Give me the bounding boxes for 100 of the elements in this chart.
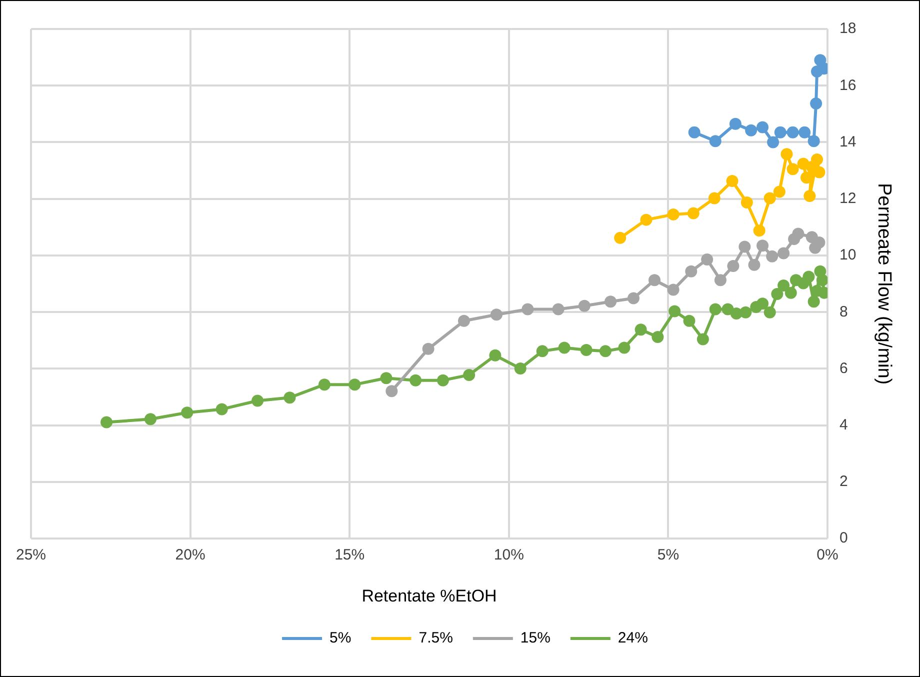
point: [668, 305, 681, 318]
y-tick-label: 14: [840, 133, 856, 150]
point: [709, 135, 722, 148]
point: [318, 378, 330, 391]
point: [709, 303, 722, 316]
point: [614, 232, 626, 244]
point: [422, 342, 434, 355]
point: [771, 288, 784, 300]
point: [753, 224, 766, 237]
point: [701, 253, 714, 266]
point: [786, 163, 799, 176]
point: [740, 196, 753, 209]
point: [514, 362, 526, 374]
point: [688, 126, 700, 138]
x-axis-title: Retentate %EtOH: [362, 586, 497, 606]
y-tick-label: 4: [840, 416, 848, 434]
x-tick-label: 15%: [334, 546, 365, 564]
x-tick-label: 20%: [175, 546, 206, 564]
point: [558, 342, 570, 354]
point: [784, 286, 797, 299]
point: [410, 374, 422, 386]
point: [284, 392, 296, 404]
point: [738, 240, 751, 253]
point: [708, 192, 720, 204]
y-tick-label: 12: [840, 190, 856, 208]
point: [729, 118, 742, 130]
point: [380, 372, 392, 384]
point: [748, 258, 760, 271]
point: [727, 260, 740, 272]
point: [348, 378, 361, 391]
point: [648, 274, 661, 286]
point: [100, 416, 113, 428]
point: [181, 406, 194, 419]
point: [463, 368, 476, 381]
point: [756, 298, 769, 310]
legend-label: 15%: [520, 630, 550, 647]
x-tick-label: 5%: [657, 546, 680, 564]
point: [764, 306, 776, 318]
point: [144, 413, 156, 426]
point: [756, 121, 769, 134]
point: [458, 314, 470, 327]
point: [802, 270, 815, 283]
point: [490, 308, 502, 321]
point: [726, 175, 738, 188]
point: [578, 300, 590, 312]
point: [767, 136, 780, 148]
point: [436, 374, 449, 386]
point: [687, 207, 700, 220]
x-tick-label: 10%: [494, 546, 524, 564]
x-tick-label: 25%: [16, 546, 46, 564]
point: [778, 280, 790, 292]
y-tick-label: 8: [840, 303, 848, 320]
point: [522, 303, 534, 316]
y-tick-label: 16: [840, 76, 856, 94]
point: [634, 324, 647, 336]
point: [604, 296, 617, 308]
point: [792, 228, 804, 240]
point: [652, 331, 664, 344]
point: [252, 394, 264, 407]
point: [764, 192, 776, 204]
point: [640, 214, 652, 226]
legend-label: 5%: [330, 630, 352, 647]
point: [786, 126, 799, 138]
y-tick-label: 0: [840, 530, 848, 547]
point: [778, 247, 790, 260]
point: [774, 126, 786, 138]
point: [580, 344, 592, 356]
point: [740, 306, 752, 318]
point: [696, 333, 709, 346]
y-tick-label: 2: [840, 473, 848, 490]
y-tick-label: 18: [840, 20, 856, 38]
point: [536, 345, 548, 358]
point: [599, 345, 612, 358]
legend-label: 24%: [618, 630, 648, 647]
point: [756, 240, 769, 252]
y-axis-title: Permeate Flow (kg/min): [873, 182, 894, 385]
x-tick-label: 0%: [816, 546, 838, 564]
point: [667, 284, 680, 296]
point: [773, 186, 786, 198]
point: [766, 250, 778, 262]
point: [667, 208, 680, 220]
point: [216, 403, 228, 416]
point: [627, 292, 640, 304]
point: [816, 274, 828, 286]
point: [552, 303, 564, 316]
point: [798, 126, 811, 138]
y-tick-label: 6: [840, 360, 848, 377]
point: [618, 342, 630, 354]
point: [780, 148, 793, 160]
point: [811, 154, 823, 166]
point: [745, 124, 758, 136]
point: [386, 385, 398, 398]
point: [804, 190, 816, 202]
point: [683, 314, 696, 327]
point: [714, 274, 726, 286]
y-tick-label: 10: [840, 246, 856, 264]
point: [808, 296, 820, 308]
legend-label: 7.5%: [418, 630, 453, 647]
point: [685, 265, 698, 278]
point: [808, 135, 820, 148]
